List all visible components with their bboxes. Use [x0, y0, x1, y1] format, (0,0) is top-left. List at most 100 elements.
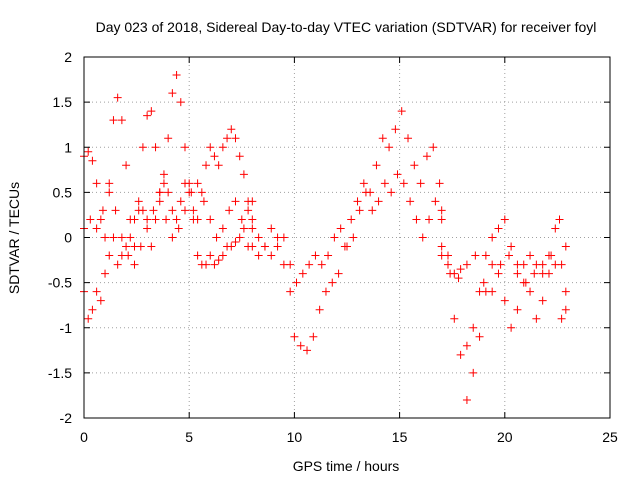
data-point — [206, 251, 215, 260]
data-point — [462, 260, 471, 269]
data-point — [538, 260, 547, 269]
data-point — [206, 143, 215, 152]
data-point — [290, 332, 299, 341]
data-point — [92, 287, 101, 296]
data-point — [151, 143, 160, 152]
data-point — [446, 269, 455, 278]
data-point — [412, 215, 421, 224]
data-point — [561, 242, 570, 251]
series-track-2 — [80, 179, 257, 323]
data-point — [210, 152, 219, 161]
data-point — [355, 206, 364, 215]
data-point — [96, 215, 105, 224]
data-point — [254, 233, 263, 242]
data-point — [406, 197, 415, 206]
data-point — [218, 224, 227, 233]
data-point — [450, 314, 459, 323]
data-point — [105, 188, 114, 197]
data-point — [159, 170, 168, 179]
data-point — [197, 188, 206, 197]
data-point — [488, 287, 497, 296]
data-point — [418, 233, 427, 242]
data-point — [231, 197, 240, 206]
data-point — [471, 251, 480, 260]
data-point — [180, 206, 189, 215]
data-point — [111, 206, 120, 215]
data-point — [210, 260, 219, 269]
data-point — [248, 197, 257, 206]
data-point — [437, 242, 446, 251]
data-point — [202, 161, 211, 170]
data-point — [176, 98, 185, 107]
data-point — [507, 323, 516, 332]
data-point — [164, 134, 173, 143]
data-point — [273, 242, 282, 251]
data-point — [513, 305, 522, 314]
data-point — [105, 179, 114, 188]
data-point — [122, 161, 131, 170]
data-point — [214, 161, 223, 170]
y-tick-label: 1.5 — [53, 94, 73, 110]
data-point — [469, 323, 478, 332]
data-point — [189, 215, 198, 224]
data-point — [155, 188, 164, 197]
data-point — [305, 260, 314, 269]
series-track-3 — [80, 179, 253, 269]
data-point — [248, 224, 257, 233]
data-point — [214, 256, 223, 265]
y-tick-label: 0.5 — [53, 184, 73, 200]
data-point — [555, 215, 564, 224]
data-point — [101, 233, 110, 242]
data-point — [96, 296, 105, 305]
data-point — [435, 179, 444, 188]
data-point — [237, 215, 246, 224]
data-point — [202, 260, 211, 269]
data-point — [189, 206, 198, 215]
data-point — [385, 143, 394, 152]
y-tick-label: -0.5 — [48, 275, 72, 291]
data-point — [547, 251, 556, 260]
data-point — [561, 287, 570, 296]
data-point — [138, 206, 147, 215]
series-track-6 — [437, 215, 570, 359]
data-point — [359, 179, 368, 188]
data-point — [521, 278, 530, 287]
data-point — [303, 346, 312, 355]
data-point — [212, 233, 221, 242]
data-point — [324, 251, 333, 260]
data-point — [113, 93, 122, 102]
data-point — [130, 260, 139, 269]
data-point — [488, 260, 497, 269]
data-point — [494, 269, 503, 278]
series-track-7 — [437, 242, 570, 404]
data-point — [227, 242, 236, 251]
data-point — [469, 368, 478, 377]
data-point — [330, 233, 339, 242]
data-point — [361, 188, 370, 197]
data-point — [437, 215, 446, 224]
data-point — [296, 341, 305, 350]
data-point — [561, 305, 570, 314]
data-point — [292, 278, 301, 287]
data-point — [225, 206, 234, 215]
data-point — [488, 233, 497, 242]
data-point — [168, 89, 177, 98]
data-point — [117, 233, 126, 242]
x-tick-label: 25 — [602, 429, 618, 445]
data-point — [151, 215, 160, 224]
x-tick-label: 0 — [80, 429, 88, 445]
data-point — [254, 251, 263, 260]
data-point — [479, 278, 488, 287]
axis-ticks: -2-1.5-1-0.500.511.520 5 10 15 20 25 — [48, 49, 618, 445]
data-point — [164, 188, 173, 197]
data-point — [494, 224, 503, 233]
series-track-4 — [248, 107, 444, 355]
data-point — [239, 224, 248, 233]
data-point — [349, 233, 358, 242]
data-point — [279, 233, 288, 242]
y-tick-label: 0 — [64, 230, 72, 246]
data-point — [138, 143, 147, 152]
data-point — [147, 242, 156, 251]
data-point — [353, 197, 362, 206]
